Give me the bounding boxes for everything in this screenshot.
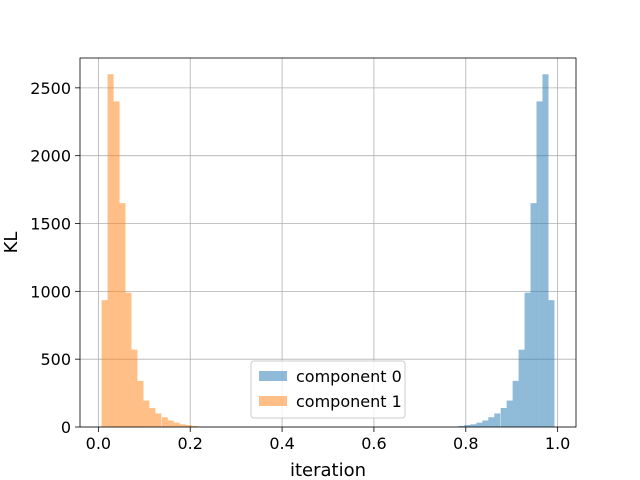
histogram-bar — [530, 203, 537, 427]
x-axis-ticks: 0.0 0.2 0.4 0.6 0.8 1.0 — [86, 427, 570, 453]
histogram-bar — [167, 420, 174, 427]
histogram-bar — [119, 203, 126, 427]
histogram-bar — [524, 292, 531, 427]
legend-swatch — [259, 396, 287, 406]
series-1-bars — [101, 74, 198, 427]
y-tick-label: 1500 — [30, 215, 71, 234]
histogram-bar — [143, 400, 150, 427]
legend: component 0 component 1 — [250, 360, 406, 419]
legend-label: component 0 — [296, 367, 402, 386]
x-tick-label: 1.0 — [545, 434, 570, 453]
histogram-bar — [101, 300, 108, 427]
histogram-bar — [191, 425, 198, 427]
x-tick-label: 0.8 — [453, 434, 478, 453]
legend-box — [250, 360, 406, 419]
histogram-bar — [458, 425, 465, 427]
histogram-bar — [500, 408, 507, 427]
y-tick-label: 2500 — [30, 79, 71, 98]
x-axis-label: iteration — [290, 460, 366, 480]
histogram-bar — [155, 413, 162, 427]
y-tick-label: 1000 — [30, 282, 71, 301]
x-tick-label: 0.0 — [86, 434, 111, 453]
histogram-bar — [506, 400, 513, 427]
x-tick-label: 0.6 — [361, 434, 386, 453]
histogram-bar — [179, 424, 186, 427]
histogram-bar — [488, 417, 495, 427]
y-axis-label: KL — [1, 232, 22, 254]
histogram-bar — [185, 424, 192, 427]
y-tick-label: 500 — [40, 350, 71, 369]
histogram-bar — [113, 101, 120, 427]
histogram-bar — [536, 101, 543, 427]
y-tick-label: 2000 — [30, 147, 71, 166]
legend-swatch — [259, 371, 287, 381]
histogram-bar — [512, 380, 519, 427]
histogram-bar — [107, 74, 114, 427]
histogram-bar — [149, 408, 156, 427]
histogram-bar — [494, 413, 501, 427]
histogram-bar — [464, 424, 471, 427]
histogram-bar — [518, 349, 525, 427]
plot-frame — [79, 57, 577, 428]
histogram-bar — [548, 300, 555, 427]
histogram-bar — [470, 424, 477, 427]
histogram-bars — [101, 74, 555, 427]
histogram-bar — [161, 417, 168, 427]
histogram-bar — [542, 74, 549, 427]
x-tick-label: 0.2 — [177, 434, 202, 453]
y-tick-label: 0 — [61, 418, 71, 437]
y-axis-ticks: 0 500 1000 1500 2000 2500 — [30, 79, 80, 437]
x-tick-label: 0.4 — [269, 434, 294, 453]
histogram-bar — [173, 422, 180, 427]
histogram-bar — [476, 422, 483, 427]
histogram-bar — [131, 349, 138, 427]
histogram-bar — [125, 292, 132, 427]
histogram-bar — [137, 380, 144, 427]
series-0-bars — [458, 74, 555, 427]
legend-label: component 1 — [296, 392, 402, 411]
histogram-bar — [482, 420, 489, 427]
